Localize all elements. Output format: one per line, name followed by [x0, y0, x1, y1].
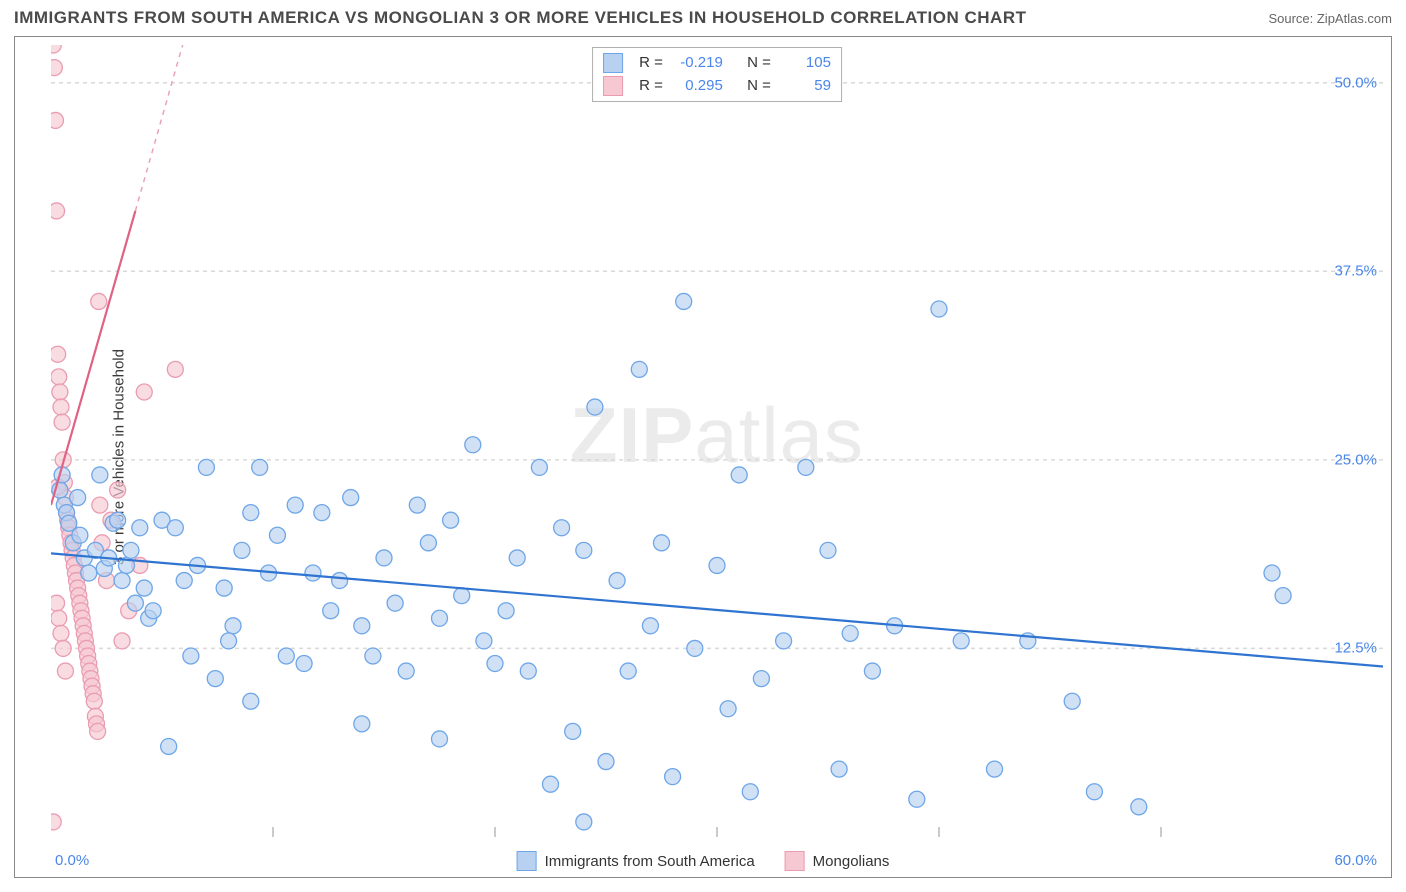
- n-label: N =: [747, 75, 771, 98]
- stats-row-series2: R = 0.295 N = 59: [603, 75, 831, 98]
- chart-title: IMMIGRANTS FROM SOUTH AMERICA VS MONGOLI…: [14, 8, 1027, 28]
- r-label: R =: [639, 75, 663, 98]
- chart-container: 3 or more Vehicles in Household ZIPatlas…: [14, 36, 1392, 878]
- swatch-series2: [785, 851, 805, 871]
- y-tick-label: 12.5%: [1334, 640, 1377, 657]
- x-max-label: 60.0%: [1334, 852, 1377, 869]
- correlation-legend-box: R = -0.219 N = 105 R = 0.295 N = 59: [592, 47, 842, 102]
- bottom-legend: Immigrants from South America Mongolians: [517, 851, 890, 871]
- y-tick-label: 25.0%: [1334, 451, 1377, 468]
- swatch-series1: [517, 851, 537, 871]
- source-prefix: Source:: [1268, 11, 1316, 26]
- legend-item-series1: Immigrants from South America: [517, 851, 755, 871]
- n-label: N =: [747, 52, 771, 75]
- legend-label-series1: Immigrants from South America: [545, 853, 755, 870]
- y-tick-label: 50.0%: [1334, 74, 1377, 91]
- y-tick-label: 37.5%: [1334, 263, 1377, 280]
- scatter-svg: [51, 45, 1383, 837]
- source-attribution: Source: ZipAtlas.com: [1268, 11, 1392, 26]
- r-label: R =: [639, 52, 663, 75]
- r-value-series2: 0.295: [671, 75, 723, 98]
- stats-row-series1: R = -0.219 N = 105: [603, 52, 831, 75]
- swatch-series1: [603, 53, 623, 73]
- legend-item-series2: Mongolians: [785, 851, 890, 871]
- x-min-label: 0.0%: [55, 852, 89, 869]
- n-value-series1: 105: [779, 52, 831, 75]
- swatch-series2: [603, 76, 623, 96]
- r-value-series1: -0.219: [671, 52, 723, 75]
- source-link[interactable]: ZipAtlas.com: [1317, 11, 1392, 26]
- n-value-series2: 59: [779, 75, 831, 98]
- legend-label-series2: Mongolians: [813, 853, 890, 870]
- plot-area: ZIPatlas R = -0.219 N = 105 R = 0.295 N …: [51, 45, 1383, 837]
